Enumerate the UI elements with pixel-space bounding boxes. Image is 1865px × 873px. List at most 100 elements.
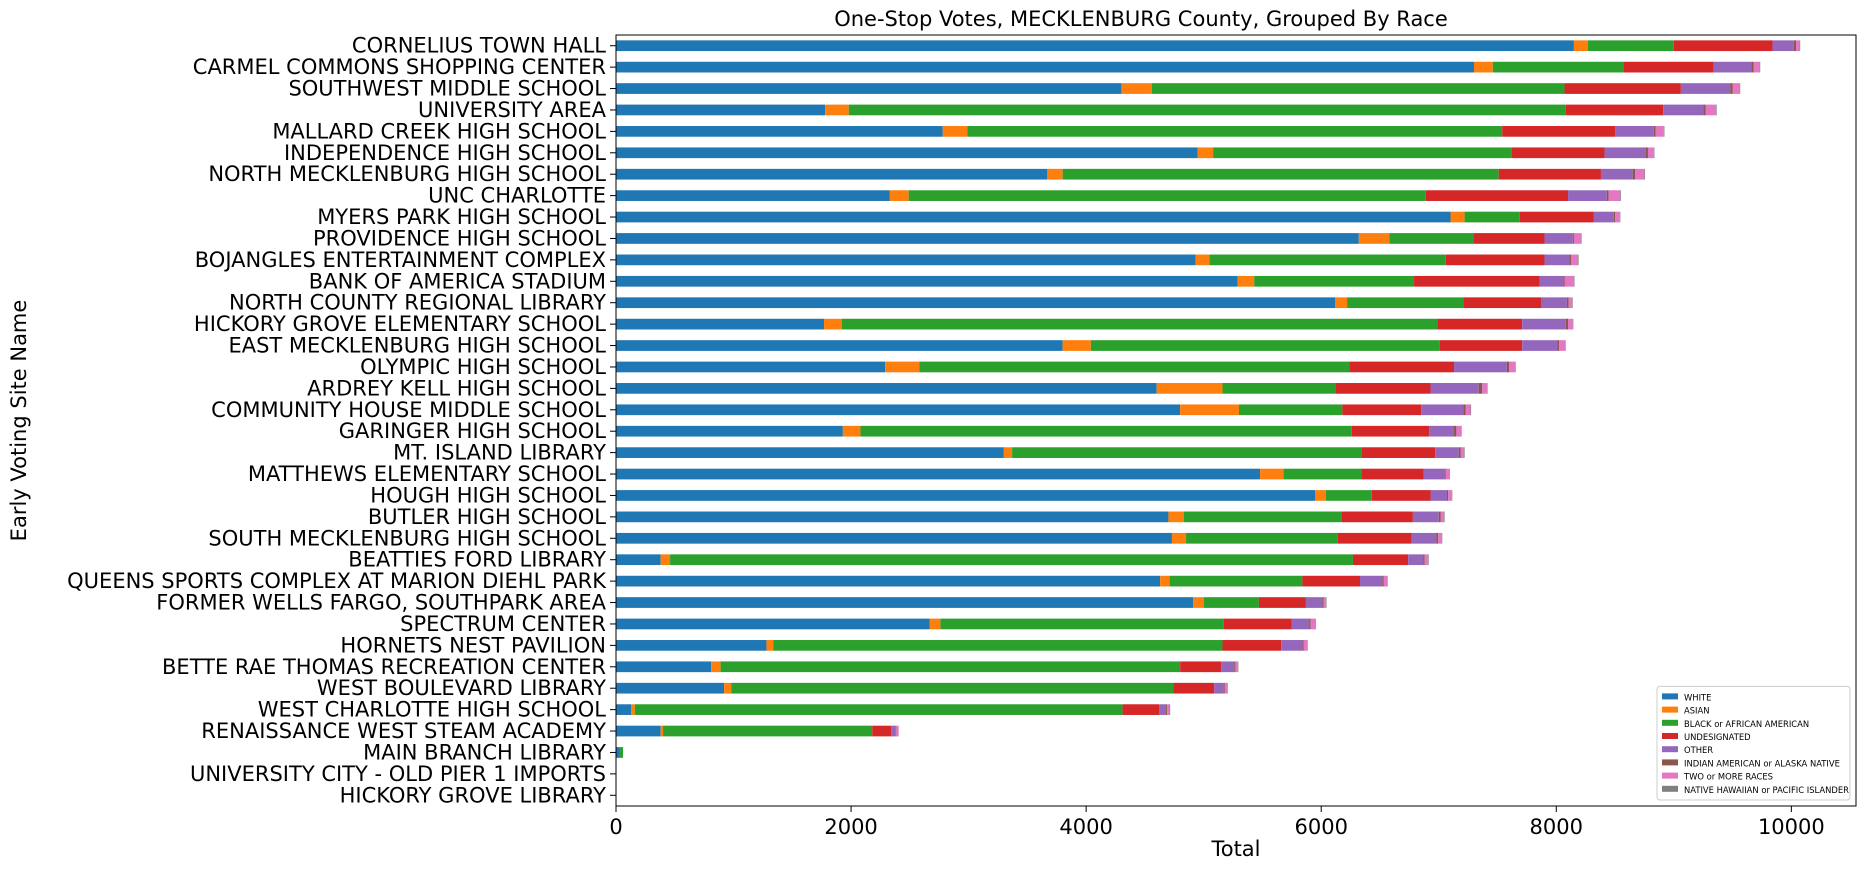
bar-segment-2-1	[1121, 83, 1152, 94]
y-tick-label: EAST MECKLENBURG HIGH SCHOOL	[228, 334, 606, 358]
y-tick-label: RENAISSANCE WEST STEAM ACADEMY	[201, 719, 606, 743]
bar-segment-20-5	[1444, 468, 1446, 480]
bar-segment-22-6	[1440, 511, 1445, 523]
bar-segment-29-6	[1235, 661, 1238, 673]
y-tick-label: OLYMPIC HIGH SCHOOL	[360, 355, 606, 379]
plot-frame	[615, 34, 1857, 807]
y-tick-label: HOUGH HIGH SCHOOL	[370, 483, 606, 507]
bar-segment-5-4	[1604, 147, 1646, 159]
bar-segment-6-0	[616, 168, 1048, 180]
legend-label: TWO or MORE RACES	[1683, 772, 1773, 782]
bar-segment-24-4	[1408, 554, 1424, 566]
y-tick-label: HICKORY GROVE LIBRARY	[340, 783, 607, 807]
y-axis-label: Early Voting Site Name	[7, 300, 31, 542]
bar-segment-21-2	[1325, 490, 1372, 501]
bar-segment-17-3	[1342, 404, 1422, 416]
bar-segment-23-2	[1186, 532, 1338, 544]
bar-segment-10-7	[1578, 254, 1579, 266]
x-axis-label: Total	[1210, 837, 1260, 861]
bar-segment-17-7	[1470, 404, 1472, 416]
y-tick-label: MALLARD CREEK HIGH SCHOOL	[272, 119, 606, 143]
bar-segment-8-7	[1619, 211, 1621, 223]
legend-swatch	[1662, 719, 1678, 726]
bar-segment-29-2	[720, 661, 1181, 673]
bar-segment-11-3	[1414, 275, 1540, 287]
y-tick-label: HORNETS NEST PAVILION	[340, 633, 606, 657]
bar-segment-23-4	[1411, 532, 1437, 544]
bar-segment-2-4	[1680, 83, 1731, 94]
bar-segment-7-1	[889, 190, 909, 201]
bar-segment-17-4	[1421, 404, 1464, 416]
bar-segment-4-5	[1653, 126, 1656, 137]
bar-segment-22-2	[1183, 511, 1342, 523]
bar-segment-24-7	[1428, 554, 1429, 566]
bar-segment-33-2	[619, 747, 624, 758]
bar-segment-28-4	[1281, 640, 1303, 651]
bar-segment-17-2	[1238, 404, 1343, 416]
y-tick-label: CARMEL COMMONS SHOPPING CENTER	[193, 55, 606, 79]
bar-segment-10-1	[1195, 254, 1210, 266]
bar-segment-1-2	[1492, 61, 1624, 73]
bar-segment-15-6	[1509, 361, 1516, 373]
bar-segment-27-3	[1223, 618, 1292, 630]
bar-segment-25-2	[1169, 575, 1303, 587]
y-tick-label: BOJANGLES ENTERTAINMENT COMPLEX	[195, 248, 606, 272]
bar-segment-32-5	[895, 725, 897, 737]
bar-segment-23-1	[1171, 532, 1187, 544]
bar-segment-20-7	[1449, 468, 1450, 480]
y-tick-label: CORNELIUS TOWN HALL	[352, 34, 606, 58]
bar-segment-7-4	[1568, 190, 1607, 201]
y-tick-label: GARINGER HIGH SCHOOL	[339, 419, 607, 443]
bar-segment-1-5	[1751, 61, 1754, 73]
legend-box	[1656, 685, 1851, 801]
bar-segment-5-6	[1647, 147, 1654, 159]
y-tick-label: COMMUNITY HOUSE MIDDLE SCHOOL	[211, 398, 606, 422]
bar-segment-28-2	[773, 640, 1223, 651]
bar-segment-0-6	[1796, 40, 1800, 52]
bar-segment-24-2	[670, 554, 1353, 566]
bar-segment-15-2	[919, 361, 1350, 373]
bar-segment-29-3	[1180, 661, 1222, 673]
y-tick-label: BUTLER HIGH SCHOOL	[368, 505, 606, 529]
bar-segment-20-2	[1283, 468, 1362, 480]
bar-segment-16-7	[1486, 383, 1488, 394]
bar-segment-30-5	[1223, 682, 1225, 694]
bar-segment-5-2	[1213, 147, 1512, 159]
bar-segment-27-4	[1291, 618, 1310, 630]
bar-segment-32-3	[872, 725, 892, 737]
bar-segment-18-2	[860, 425, 1352, 437]
bar-segment-10-4	[1544, 254, 1570, 266]
y-tick-label: NORTH MECKLENBURG HIGH SCHOOL	[208, 162, 606, 186]
legend-label: OTHER	[1684, 745, 1713, 755]
bar-segment-22-5	[1438, 511, 1441, 523]
bar-segment-24-3	[1352, 554, 1409, 566]
bar-segment-10-6	[1570, 254, 1579, 266]
bar-segment-21-4	[1430, 490, 1447, 501]
bar-segment-7-3	[1425, 190, 1569, 201]
y-tick-label: UNIVERSITY AREA	[418, 98, 607, 122]
bar-segment-10-5	[1569, 254, 1571, 266]
bar-segment-17-6	[1465, 404, 1471, 416]
bar-segment-23-7	[1441, 532, 1443, 544]
bar-segment-17-0	[616, 404, 1181, 416]
bar-segment-8-3	[1519, 211, 1594, 223]
bar-segment-12-6	[1568, 297, 1573, 309]
bar-segment-0-1	[1573, 40, 1589, 52]
bar-segment-13-2	[841, 318, 1438, 330]
bar-segment-9-5	[1572, 233, 1574, 244]
bar-segment-9-3	[1474, 233, 1545, 244]
bar-segment-13-0	[616, 318, 825, 330]
bar-segment-12-1	[1335, 297, 1348, 309]
bar-segment-21-5	[1446, 490, 1449, 501]
bar-segment-14-7	[1565, 340, 1566, 351]
bar-segment-1-0	[616, 61, 1475, 73]
bar-segment-26-1	[1193, 597, 1204, 608]
bar-segment-30-6	[1224, 682, 1228, 694]
bar-segment-10-3	[1445, 254, 1545, 266]
bar-segment-0-3	[1673, 40, 1773, 52]
bar-segment-19-3	[1361, 447, 1436, 458]
bar-segment-8-5	[1613, 211, 1616, 223]
bar-segment-28-0	[616, 640, 767, 651]
bar-segment-5-7	[1653, 147, 1655, 159]
